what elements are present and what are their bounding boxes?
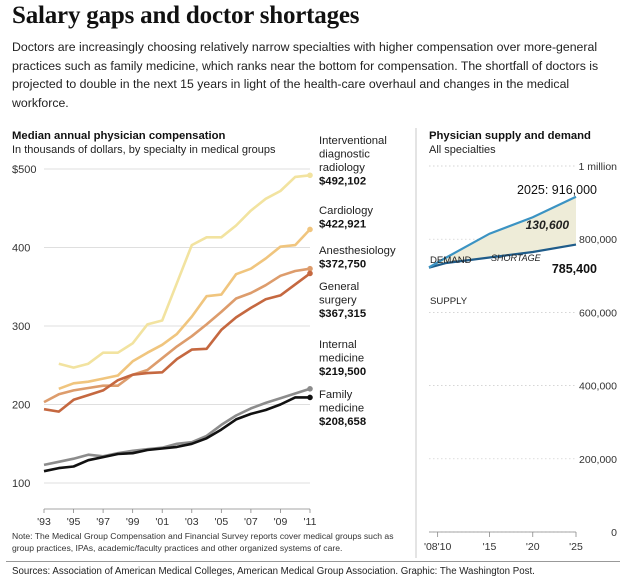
y-tick-label: 100	[12, 478, 30, 490]
supply-label: SUPPLY	[430, 296, 468, 307]
series-line	[58, 174, 311, 369]
y-tick-label: 400	[12, 243, 30, 255]
series-end-point	[307, 394, 313, 401]
series-end-point	[307, 386, 313, 392]
series-end-point	[307, 265, 313, 272]
series-end-point	[307, 270, 313, 277]
y-tick-label: 600,000	[579, 307, 617, 319]
series-value-label: $208,658	[319, 416, 366, 428]
y-tick-label: 1 million	[578, 161, 617, 173]
series-line	[43, 387, 311, 467]
series-label: radiology	[319, 162, 365, 174]
supply-end-label: 785,400	[552, 262, 597, 276]
x-tick-label: '05	[214, 516, 228, 528]
series-label: surgery	[319, 295, 357, 307]
y-tick-label: $500	[12, 164, 36, 176]
x-tick-label: '15	[483, 541, 497, 553]
y-tick-label: 200	[12, 400, 30, 412]
sources-text: Sources: Association of American Medical…	[12, 566, 535, 577]
x-tick-label: '07	[244, 516, 258, 528]
x-tick-label: '95	[67, 516, 81, 528]
supply-line	[428, 243, 577, 269]
supply-chart-title: Physician supply and demand	[429, 130, 591, 142]
series-label: medicine	[319, 353, 364, 365]
series-value-label: $367,315	[319, 308, 366, 320]
series-label: Family	[319, 389, 353, 401]
demand-label: DEMAND	[430, 255, 472, 266]
x-tick-label: '93	[37, 516, 51, 528]
x-tick-label: '11	[304, 516, 317, 528]
series-end-point	[307, 172, 313, 179]
series-line	[58, 228, 311, 391]
series-label: Interventional	[319, 135, 387, 147]
compensation-chart-subtitle: In thousands of dollars, by specialty in…	[12, 144, 276, 156]
series-label: diagnostic	[319, 149, 370, 161]
x-tick-label: '20	[526, 541, 540, 553]
series-line	[43, 396, 310, 473]
divider	[6, 561, 620, 562]
series-value-label: $492,102	[319, 176, 366, 188]
demand-line	[428, 195, 577, 269]
x-tick-label: '99	[126, 516, 140, 528]
x-tick-label: '08'10	[424, 541, 452, 553]
supply-chart-subtitle: All specialties	[429, 144, 496, 156]
series-label: General	[319, 281, 359, 293]
x-tick-label: '09	[274, 516, 288, 528]
series-line	[43, 267, 311, 404]
series-label: Anesthesiology	[319, 245, 396, 257]
demand-end-label: 2025: 916,000	[517, 183, 597, 197]
series-label: Internal	[319, 339, 357, 351]
series-end-point	[307, 226, 313, 233]
intro-text: Doctors are increasingly choosing relati…	[12, 40, 599, 110]
y-tick-label: 200,000	[579, 454, 617, 466]
series-label: medicine	[319, 403, 364, 415]
x-tick-label: '25	[569, 541, 583, 553]
series-value-label: $219,500	[319, 366, 366, 378]
series-value-label: $422,921	[319, 219, 366, 231]
y-tick-label: 0	[611, 527, 617, 539]
y-tick-label: 300	[12, 321, 30, 333]
shortage-label: SHORTAGE	[491, 253, 542, 263]
series-line	[43, 272, 311, 413]
shortage-value-label: 130,600	[526, 218, 570, 232]
x-tick-label: '97	[96, 516, 110, 528]
series-value-label: $372,750	[319, 259, 366, 271]
x-tick-label: '01	[155, 516, 169, 528]
series-label: Cardiology	[319, 205, 373, 217]
chart-note: Note: The Medical Group Compensation and…	[12, 531, 394, 553]
y-tick-label: 400,000	[579, 381, 617, 393]
headline: Salary gaps and doctor shortages	[12, 2, 360, 29]
y-tick-label: 800,000	[579, 234, 617, 246]
x-tick-label: '03	[185, 516, 199, 528]
compensation-chart-title: Median annual physician compensation	[12, 130, 226, 142]
